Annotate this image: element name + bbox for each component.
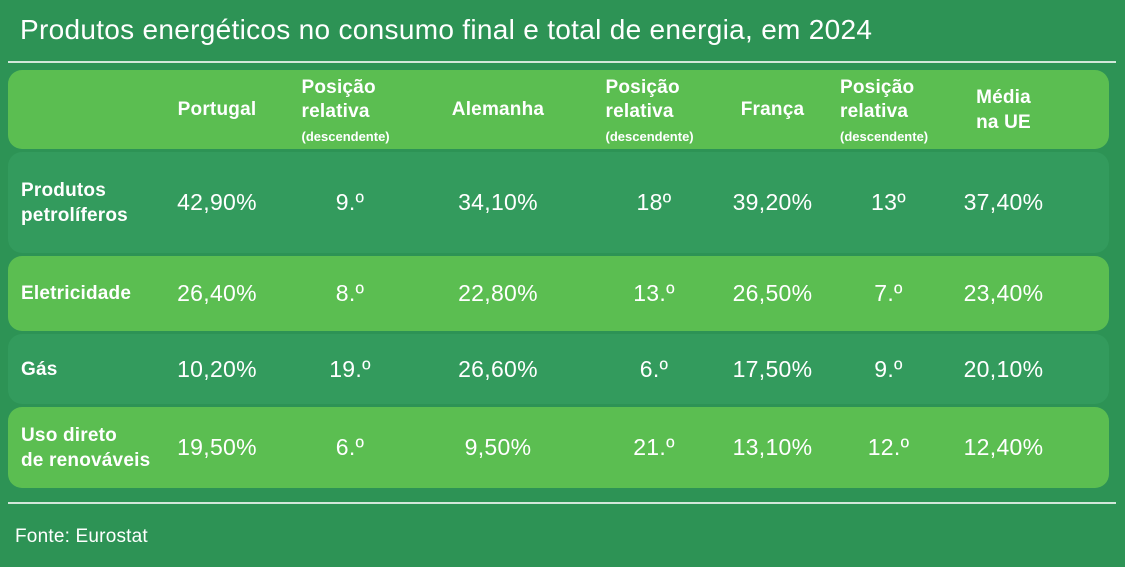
cell-portugal-value: 10,20% (177, 355, 257, 382)
cell-media-ue-value: 23,40% (963, 280, 1044, 306)
source-note: Fonte: Eurostat (15, 526, 148, 547)
table-row-eletricidade: Eletricidade 26,40% 8.º 22,80% 13.º 26,5… (8, 256, 1109, 331)
cell-franca-rank: 12.º (867, 434, 910, 460)
cell-franca-value: 13,10% (732, 434, 813, 460)
descendente-label: (descendente) (301, 128, 390, 144)
cell-portugal-rank: 8.º (335, 280, 365, 306)
column-header-posicao-relativa-1: Posição relativa (descendente) (280, 76, 420, 144)
cell-alemanha-value: 34,10% (458, 189, 538, 215)
column-header-posicao-relativa-3: Posição relativa (descendente) (831, 76, 946, 144)
cell-media-ue-value: 20,10% (963, 355, 1044, 382)
cell-portugal-value: 42,90% (177, 189, 257, 215)
cell-alemanha-rank: 18º (636, 189, 672, 215)
cell-portugal-rank: 19.º (329, 355, 371, 382)
cell-alemanha-rank: 13.º (633, 280, 675, 306)
posicao-relativa-label: Posição relativa (605, 76, 680, 122)
column-header-portugal: Portugal (177, 98, 257, 120)
table-header-row: Portugal Posição relativa (descendente) … (8, 70, 1109, 149)
descendente-label: (descendente) (840, 128, 929, 144)
table-row-produtos-petroliferos: Produtos petrolíferos 42,90% 9.º 34,10% … (8, 152, 1109, 253)
cell-media-ue-value: 37,40% (963, 189, 1044, 215)
cell-franca-value: 39,20% (732, 189, 813, 215)
cell-franca-rank: 13º (871, 189, 906, 215)
row-label: Uso direto de renováveis (21, 424, 151, 471)
table-row-uso-direto-de-renovaveis: Uso direto de renováveis 19,50% 6.º 9,50… (8, 407, 1109, 488)
row-label: Eletricidade (21, 283, 132, 304)
cell-franca-value: 17,50% (732, 355, 813, 382)
posicao-relativa-label: Posição relativa (301, 76, 376, 122)
cell-portugal-value: 26,40% (177, 280, 257, 306)
cell-franca-rank: 7.º (874, 280, 903, 306)
cell-alemanha-rank: 21.º (633, 434, 675, 460)
row-label: Produtos petrolíferos (21, 179, 128, 226)
posicao-relativa-label: Posição relativa (840, 76, 915, 122)
cell-alemanha-value: 26,60% (458, 355, 538, 382)
table-row-gas: Gás 10,20% 19.º 26,60% 6.º 17,50% 9.º 20… (8, 334, 1109, 404)
cell-alemanha-value: 22,80% (458, 280, 538, 306)
page-title: Produtos energéticos no consumo final e … (20, 14, 873, 45)
cell-alemanha-rank: 6.º (639, 355, 669, 382)
cell-portugal-rank: 6.º (335, 434, 365, 460)
cell-portugal-rank: 9.º (335, 189, 365, 215)
title-divider (8, 61, 1116, 63)
descendente-label: (descendente) (605, 128, 694, 144)
column-header-franca: França (740, 98, 805, 120)
cell-franca-value: 26,50% (732, 280, 813, 306)
energy-products-table: Portugal Posição relativa (descendente) … (8, 70, 1109, 488)
column-header-posicao-relativa-2: Posição relativa (descendente) (576, 76, 714, 144)
cell-alemanha-value: 9,50% (464, 434, 532, 460)
source-divider (8, 502, 1116, 504)
row-label: Gás (21, 358, 58, 380)
cell-portugal-value: 19,50% (177, 434, 257, 460)
cell-media-ue-value: 12,40% (963, 434, 1044, 460)
cell-franca-rank: 9.º (874, 355, 903, 382)
column-header-media-na-ue: Média na UE (976, 86, 1031, 133)
column-header-alemanha: Alemanha (451, 98, 545, 120)
